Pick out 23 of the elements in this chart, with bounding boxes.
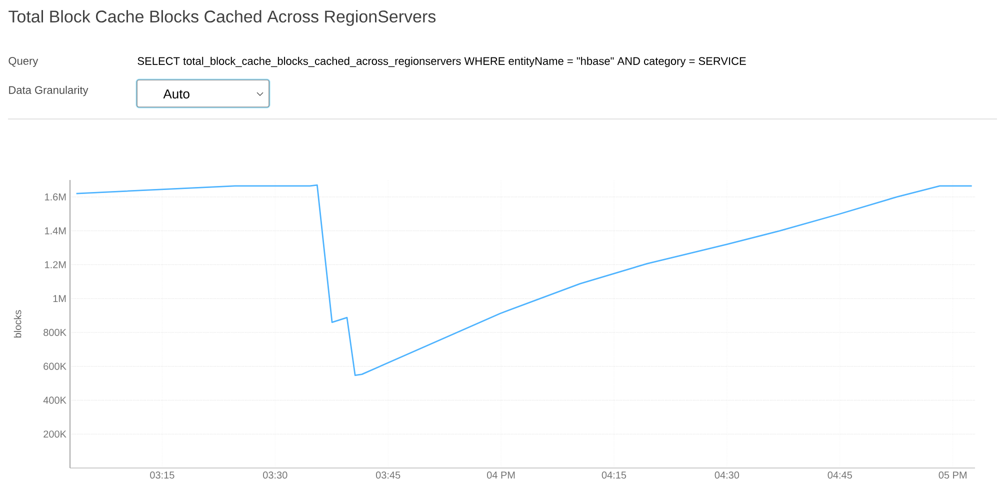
y-axis-title: blocks xyxy=(14,310,22,338)
x-tick-label: 04:45 xyxy=(828,472,852,479)
x-tick-label: 03:30 xyxy=(263,472,288,479)
x-tick-label: 05 PM xyxy=(938,472,966,479)
text: SELECT total_block_cache_blocks_cached_across_regionservers WHERE entityName = "hbase" AND category = SERVICE xyxy=(138,56,746,68)
x-tick-label: 04 PM xyxy=(486,472,515,479)
text: Auto xyxy=(163,89,190,99)
y-tick-label: 1.4M xyxy=(45,227,66,234)
y-tick-label: 400K xyxy=(43,396,66,404)
y-tick-label: 200K xyxy=(44,430,66,438)
y-tick-label: 1.6M xyxy=(45,193,66,200)
x-tick-label: 03:15 xyxy=(150,472,174,479)
y-tick-label: 1.2M xyxy=(45,261,66,268)
line-series xyxy=(76,184,973,376)
x-tick-label: 03:45 xyxy=(376,472,400,479)
y-tick-label: 800K xyxy=(44,328,66,336)
y-tick-label: 1M xyxy=(53,295,66,302)
x-tick-label: 04:30 xyxy=(714,472,740,479)
text: Data Granularity xyxy=(9,86,88,96)
x-tick-label: 04:15 xyxy=(602,472,626,479)
text: Query xyxy=(8,57,38,67)
y-tick-label: 600K xyxy=(44,362,66,370)
chart-title: Total Block Cache Blocks Cached Across RegionServers xyxy=(8,10,436,26)
